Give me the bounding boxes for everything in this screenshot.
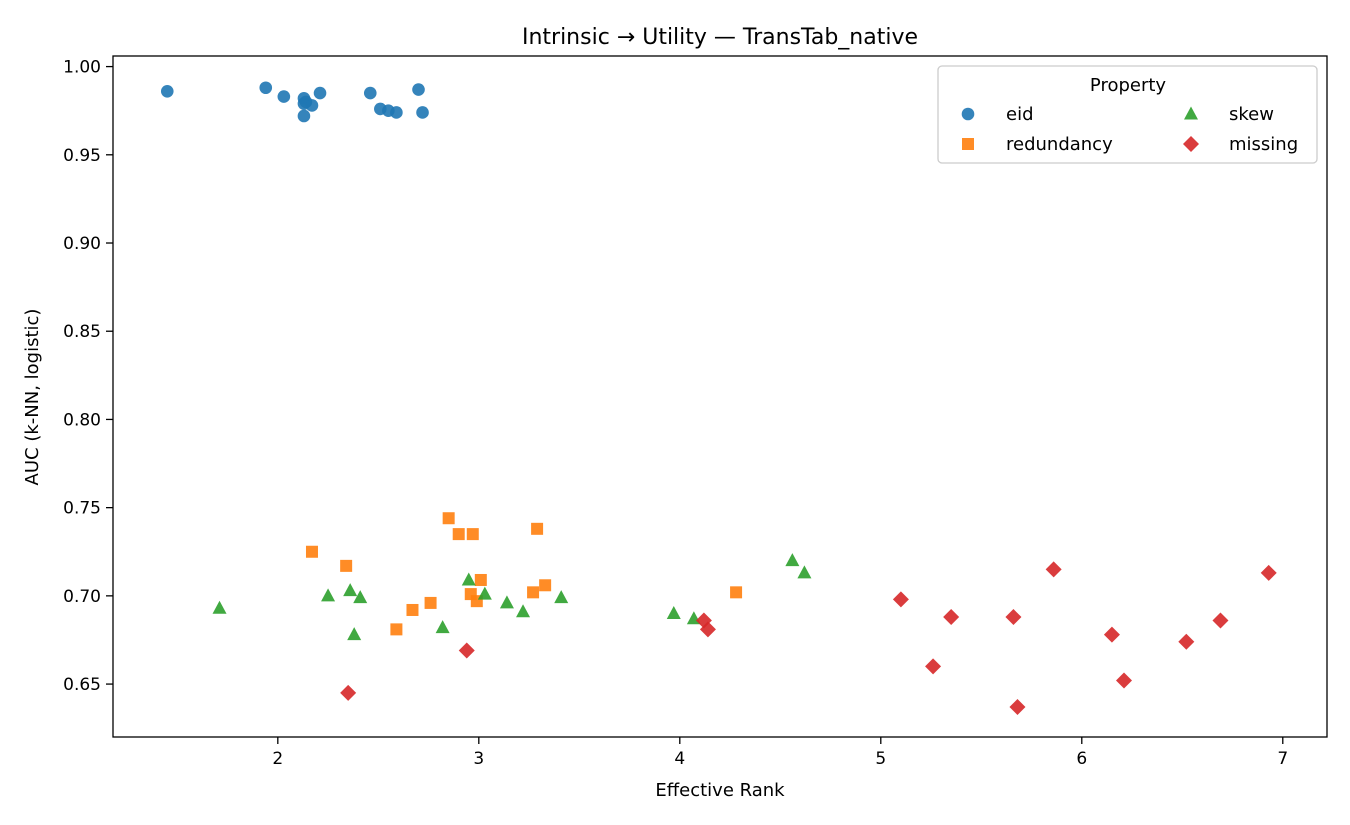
y-tick-label: 0.70 (63, 587, 101, 607)
data-point-eid (416, 106, 429, 119)
data-point-redundancy (452, 528, 465, 541)
chart-title: Intrinsic → Utility — TransTab_native (522, 25, 918, 50)
data-point-redundancy (442, 512, 455, 525)
data-point-missing (892, 591, 909, 608)
legend-label-skew: skew (1229, 104, 1274, 125)
points-layer (160, 81, 1277, 716)
data-point-redundancy (527, 586, 540, 599)
data-point-skew (461, 572, 476, 586)
data-point-missing (1260, 564, 1277, 581)
data-point-redundancy (390, 623, 403, 636)
data-point-redundancy (539, 579, 552, 592)
data-point-redundancy (531, 522, 544, 535)
data-point-redundancy (474, 573, 487, 586)
y-tick-label: 1.00 (63, 58, 101, 78)
data-point-eid (305, 99, 319, 112)
data-point-missing (925, 658, 942, 675)
legend-marker-redundancy (962, 138, 974, 150)
legend-label-eid: eid (1006, 104, 1034, 125)
y-tick-label: 0.65 (63, 675, 101, 695)
data-point-skew (321, 588, 336, 602)
data-point-skew (785, 553, 800, 567)
data-point-eid (297, 109, 311, 123)
data-point-missing (699, 621, 716, 638)
data-point-missing (1005, 609, 1022, 626)
data-point-redundancy (424, 596, 437, 609)
y-tick-label: 0.75 (63, 499, 101, 519)
data-point-skew (554, 590, 569, 604)
x-tick-label: 3 (473, 749, 484, 769)
data-point-redundancy (466, 528, 479, 541)
data-point-missing (1178, 633, 1195, 650)
y-tick-label: 0.85 (63, 322, 101, 342)
data-point-eid (313, 86, 327, 100)
data-point-eid (160, 84, 174, 98)
data-point-skew (666, 606, 681, 620)
data-point-skew (499, 595, 514, 609)
data-point-missing (1212, 612, 1229, 629)
legend-marker-missing (1183, 136, 1199, 152)
legend-marker-eid (961, 107, 975, 121)
data-point-missing (1009, 699, 1026, 716)
data-point-skew (516, 604, 531, 618)
data-point-redundancy (340, 559, 353, 572)
data-point-skew (347, 627, 362, 641)
y-axis-label: AUC (k-NN, logistic) (22, 309, 43, 486)
x-tick-label: 4 (674, 749, 685, 769)
x-axis: 2 3 4 5 6 7 (272, 737, 1288, 769)
x-axis-label: Effective Rank (655, 780, 785, 801)
x-tick-label: 5 (875, 749, 886, 769)
data-point-skew (343, 583, 358, 597)
data-point-skew (353, 590, 368, 604)
data-point-missing (1045, 561, 1062, 578)
data-point-missing (340, 684, 357, 701)
data-point-skew (212, 600, 227, 614)
data-point-eid (390, 106, 403, 119)
y-tick-label: 0.95 (63, 146, 101, 166)
data-point-eid (259, 81, 273, 95)
data-point-missing (943, 609, 960, 626)
x-tick-label: 6 (1076, 749, 1087, 769)
data-point-eid (412, 83, 425, 96)
legend-marker-skew (1184, 106, 1198, 120)
y-tick-label: 0.90 (63, 234, 101, 254)
data-point-skew (477, 586, 492, 600)
legend-entries: eid redundancy skew missing (961, 104, 1298, 155)
data-point-eid (363, 86, 377, 100)
data-point-redundancy (730, 586, 743, 599)
legend-label-redundancy: redundancy (1006, 134, 1113, 155)
plot-frame (112, 55, 1328, 738)
y-axis: 0.65 0.70 0.75 0.80 0.85 0.90 0.95 1.00 (63, 58, 113, 695)
legend-box (937, 65, 1318, 164)
legend-label-missing: missing (1229, 134, 1298, 155)
legend-title: Property (1090, 75, 1167, 96)
data-point-skew (435, 620, 450, 634)
data-point-eid (277, 90, 291, 103)
data-point-missing (1103, 626, 1120, 643)
data-point-skew (797, 565, 812, 579)
data-point-redundancy (305, 545, 318, 558)
data-point-missing (1115, 672, 1132, 689)
x-tick-label: 7 (1277, 749, 1288, 769)
data-point-redundancy (406, 603, 419, 616)
x-tick-label: 2 (272, 749, 283, 769)
data-point-missing (458, 642, 475, 659)
y-tick-label: 0.80 (63, 410, 101, 430)
legend: Property eid redundancy skew missing (937, 65, 1318, 164)
